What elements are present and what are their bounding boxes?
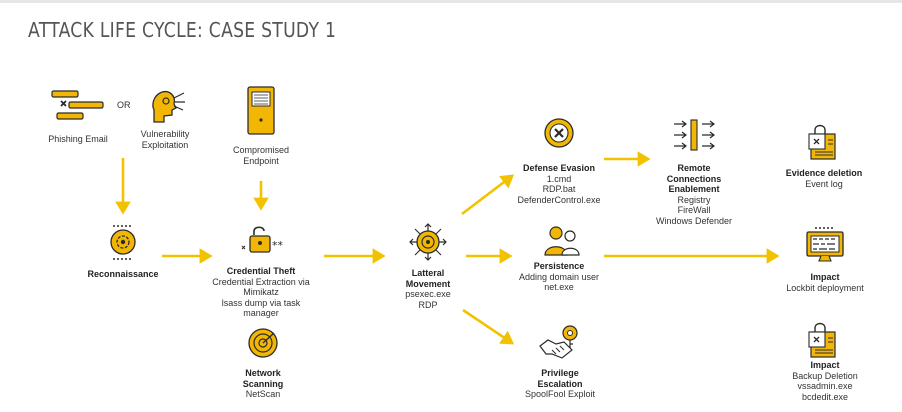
padlock-password-icon: **: [240, 225, 288, 255]
arrow-lateral-to-defense: [461, 174, 515, 216]
compromised-endpoint-label: Compromised Endpoint: [232, 145, 290, 166]
top-border: [0, 0, 902, 3]
evidence-deletion-label: Evidence deletion Event log: [785, 168, 863, 189]
vulnerability-head-icon: [150, 88, 186, 124]
credential-theft-label: Credential Theft Credential Extraction v…: [212, 266, 310, 318]
server-tower-icon: [246, 86, 276, 136]
arrow-lateral-to-privilege: [462, 308, 515, 345]
x-circle-icon: [543, 117, 575, 149]
or-label: OR: [117, 100, 131, 110]
target-arrows-icon: [409, 223, 447, 261]
defense-evasion-label: Defense Evasion 1.cmd RDP.bat DefenderCo…: [517, 163, 601, 205]
privilege-escalation-label: Privilege Escalation SpoolFool Exploit: [524, 368, 596, 399]
monitor-lock-icon: [805, 225, 845, 263]
handshake-key-icon: [538, 324, 582, 360]
phishing-email-label: Phishing Email: [48, 134, 108, 144]
lateral-movement-label: Latteral Movement psexec.exe RDP: [405, 268, 451, 310]
vulnerability-label: Vulnerability Exploitation: [140, 129, 190, 150]
impact-lockbit-label: Impact Lockbit deployment: [786, 272, 864, 293]
radar-icon: [247, 327, 279, 359]
gear-clock-icon: [107, 223, 139, 263]
remote-connections-label: Remote Connections Enablement Registry F…: [655, 163, 733, 226]
impact-backup-label: Impact Backup Deletion vssadmin.exe bcde…: [792, 360, 858, 402]
svg-text:**: **: [272, 239, 284, 252]
persistence-label: Persistence Adding domain user net.exe: [518, 261, 600, 292]
users-icon: [544, 224, 580, 256]
phishing-email-icon: [51, 89, 107, 125]
reconnaissance-label: Reconnaissance: [87, 269, 159, 279]
arrows-flow-icon: [672, 118, 716, 152]
document-lock-icon: [807, 322, 839, 358]
page-title: ATTACK LIFE CYCLE: CASE STUDY 1: [28, 18, 337, 42]
network-scanning-label: Network Scanning NetScan: [242, 368, 284, 399]
document-lock-icon: [807, 124, 839, 160]
